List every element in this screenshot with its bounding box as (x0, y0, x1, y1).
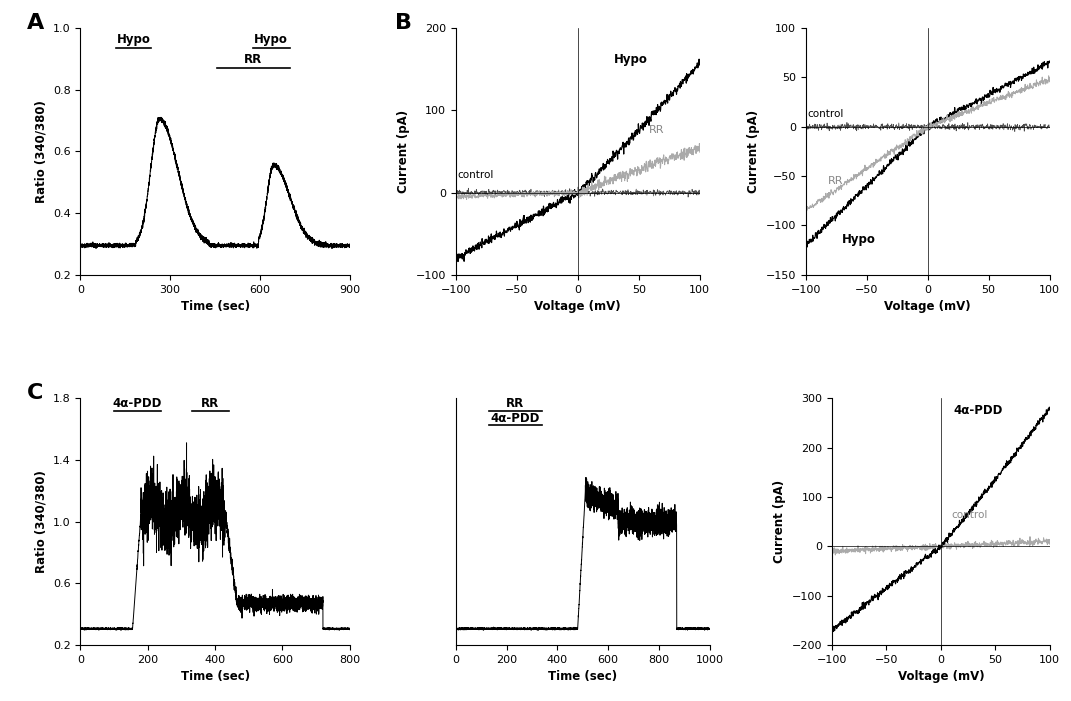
Text: Hypo: Hypo (117, 34, 150, 46)
Text: C: C (27, 383, 43, 403)
Text: control: control (457, 170, 494, 179)
Y-axis label: Current (pA): Current (pA) (748, 110, 760, 193)
Text: control: control (806, 109, 843, 119)
Text: A: A (27, 13, 44, 33)
X-axis label: Voltage (mV): Voltage (mV) (885, 300, 971, 313)
X-axis label: Time (sec): Time (sec) (181, 670, 250, 683)
Text: 4α-PDD: 4α-PDD (954, 404, 1004, 417)
Text: B: B (395, 13, 412, 33)
X-axis label: Time (sec): Time (sec) (548, 670, 617, 683)
Y-axis label: Current (pA): Current (pA) (397, 110, 410, 193)
Y-axis label: Current (pA): Current (pA) (773, 480, 786, 563)
Text: Hypo: Hypo (842, 233, 876, 246)
Text: RR: RR (828, 176, 843, 186)
Text: RR: RR (201, 397, 220, 410)
Text: 4α-PDD: 4α-PDD (491, 412, 540, 426)
Text: RR: RR (649, 125, 664, 135)
Text: control: control (952, 510, 989, 519)
X-axis label: Voltage (mV): Voltage (mV) (897, 670, 984, 683)
Text: Hypo: Hypo (254, 34, 288, 46)
X-axis label: Voltage (mV): Voltage (mV) (534, 300, 621, 313)
Y-axis label: Ratio (340/380): Ratio (340/380) (34, 470, 47, 573)
Text: Hypo: Hypo (615, 53, 648, 66)
Text: RR: RR (506, 397, 524, 410)
Y-axis label: Ratio (340/380): Ratio (340/380) (34, 100, 47, 203)
Text: RR: RR (244, 53, 262, 66)
X-axis label: Time (sec): Time (sec) (181, 300, 250, 313)
Text: 4α-PDD: 4α-PDD (112, 397, 162, 410)
